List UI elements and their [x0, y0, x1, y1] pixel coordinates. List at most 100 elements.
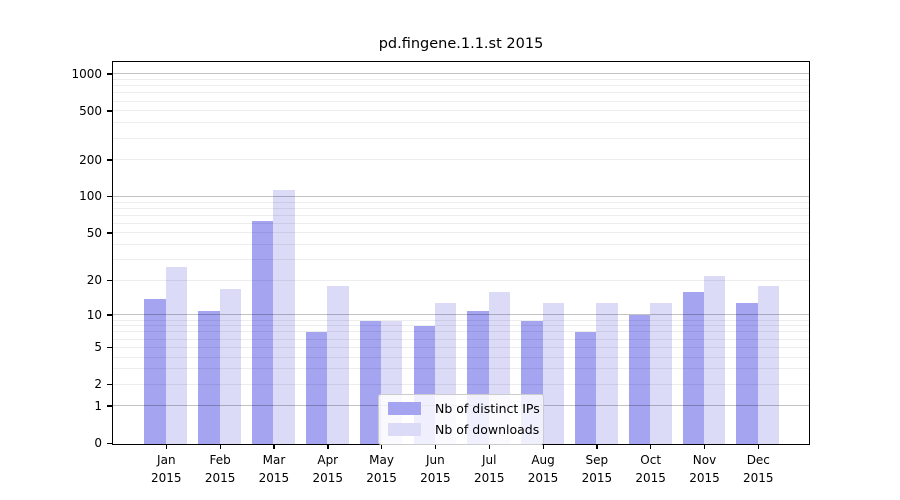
gridline-minor-300 — [113, 137, 809, 139]
bar-ips-sep — [574, 332, 597, 444]
gridline-minor-6 — [113, 338, 809, 340]
bar-downloads-apr — [327, 286, 349, 444]
bar-downloads-nov — [704, 276, 726, 444]
bar-ips-mar — [252, 221, 274, 444]
x-tick-label-jan: Jan 2015 — [138, 451, 194, 487]
y-tick-100 — [107, 195, 112, 198]
x-label-month: Apr — [317, 453, 339, 467]
bar-ips-oct — [628, 315, 651, 444]
gridline-minor-70 — [113, 214, 809, 216]
y-tick-0 — [107, 442, 112, 444]
x-tick-may — [381, 444, 383, 449]
gridline-major-100 — [113, 195, 809, 197]
x-tick-feb — [219, 444, 221, 449]
x-label-month: Oct — [640, 453, 662, 467]
x-label-year: 2015 — [312, 471, 344, 485]
x-tick-label-apr: Apr 2015 — [300, 451, 356, 487]
y-tick-label-1000: 1000 — [71, 66, 102, 81]
x-tick-label-mar: Mar 2015 — [246, 451, 302, 487]
y-tick-label-50: 50 — [86, 225, 102, 240]
y-tick-1 — [107, 405, 112, 407]
gridline-minor-20 — [113, 279, 809, 281]
bar-downloads-aug — [542, 302, 564, 444]
gridline-minor-700 — [113, 92, 809, 94]
x-tick-oct — [650, 444, 652, 449]
y-tick-label-10: 10 — [86, 307, 102, 322]
x-tick-label-aug: Aug 2015 — [515, 451, 571, 487]
x-label-year: 2015 — [473, 471, 505, 485]
x-tick-label-may: May 2015 — [354, 451, 410, 487]
y-tick-5 — [107, 346, 112, 349]
y-tick-500 — [107, 110, 112, 112]
x-tick-label-nov: Nov 2015 — [677, 451, 733, 487]
x-tick-jan — [165, 444, 168, 449]
y-tick-2 — [107, 383, 112, 386]
x-tick-sep — [596, 444, 598, 449]
bar-ips-apr — [305, 332, 328, 444]
x-label-year: 2015 — [420, 471, 451, 485]
gridline-minor-30 — [113, 259, 809, 261]
x-tick-label-oct: Oct 2015 — [623, 451, 679, 487]
x-label-year: 2015 — [689, 471, 720, 485]
bar-downloads-oct — [650, 302, 672, 444]
y-tick-10 — [107, 314, 112, 316]
gridline-minor-500 — [113, 110, 809, 112]
x-label-month: Nov — [692, 453, 717, 467]
x-tick-label-dec: Dec 2015 — [730, 451, 786, 487]
x-label-year: 2015 — [527, 471, 559, 485]
x-tick-aug — [542, 444, 544, 449]
x-tick-label-sep: Sep 2015 — [569, 451, 625, 487]
gridline-minor-50 — [113, 232, 809, 234]
x-tick-label-jul: Jul 2015 — [461, 451, 517, 487]
x-tick-dec — [757, 444, 760, 449]
gridline-major-10 — [113, 314, 809, 316]
gridline-minor-60 — [113, 222, 809, 224]
x-label-year: 2015 — [743, 471, 774, 485]
legend-entry-distinct-ips: Nb of distinct IPs — [388, 401, 540, 416]
gridline-minor-9 — [113, 319, 809, 321]
x-label-year: 2015 — [258, 471, 290, 485]
x-label-month: Mar — [262, 453, 286, 467]
x-label-month: Aug — [531, 453, 555, 467]
legend-swatch-distinct-ips — [388, 402, 421, 415]
gridline-minor-200 — [113, 159, 809, 161]
legend-entry-downloads: Nb of downloads — [388, 422, 539, 437]
gridline-minor-600 — [113, 100, 809, 102]
x-label-month: Jul — [481, 453, 497, 467]
chart-title: pd.fingene.1.1.st 2015 — [378, 36, 544, 52]
x-tick-jul — [488, 444, 491, 449]
gridline-minor-400 — [113, 122, 809, 124]
x-label-month: Sep — [585, 453, 609, 467]
y-tick-label-200: 200 — [79, 152, 102, 167]
gridline-minor-4 — [113, 356, 809, 358]
y-tick-20 — [107, 279, 112, 282]
x-tick-apr — [327, 444, 329, 449]
bar-downloads-sep — [596, 302, 618, 444]
gridline-minor-2 — [113, 383, 809, 385]
x-label-month: Dec — [746, 453, 770, 467]
legend-swatch-downloads — [388, 423, 421, 436]
gridline-major-1000 — [113, 73, 809, 75]
bar-ips-feb — [198, 310, 220, 444]
y-tick-label-1: 1 — [94, 398, 102, 413]
bar-ips-may — [359, 320, 382, 444]
bar-downloads-dec — [757, 286, 780, 444]
gridline-minor-8 — [113, 325, 809, 327]
bar-ips-dec — [736, 302, 758, 444]
y-tick-label-2: 2 — [94, 377, 102, 392]
legend-label-distinct-ips: Nb of distinct IPs — [435, 401, 540, 416]
legend-label-downloads: Nb of downloads — [435, 422, 540, 437]
y-tick-label-20: 20 — [86, 273, 102, 288]
gridline-minor-7 — [113, 331, 809, 333]
bar-ips-jan — [144, 298, 166, 444]
x-label-year: 2015 — [151, 471, 182, 485]
y-tick-200 — [107, 159, 112, 161]
gridline-minor-5 — [113, 346, 809, 348]
x-tick-nov — [704, 444, 706, 449]
bar-downloads-jan — [165, 267, 188, 444]
y-tick-1000 — [107, 73, 112, 75]
gridline-minor-900 — [113, 79, 809, 81]
x-tick-mar — [273, 444, 275, 449]
x-label-month: May — [369, 453, 394, 467]
